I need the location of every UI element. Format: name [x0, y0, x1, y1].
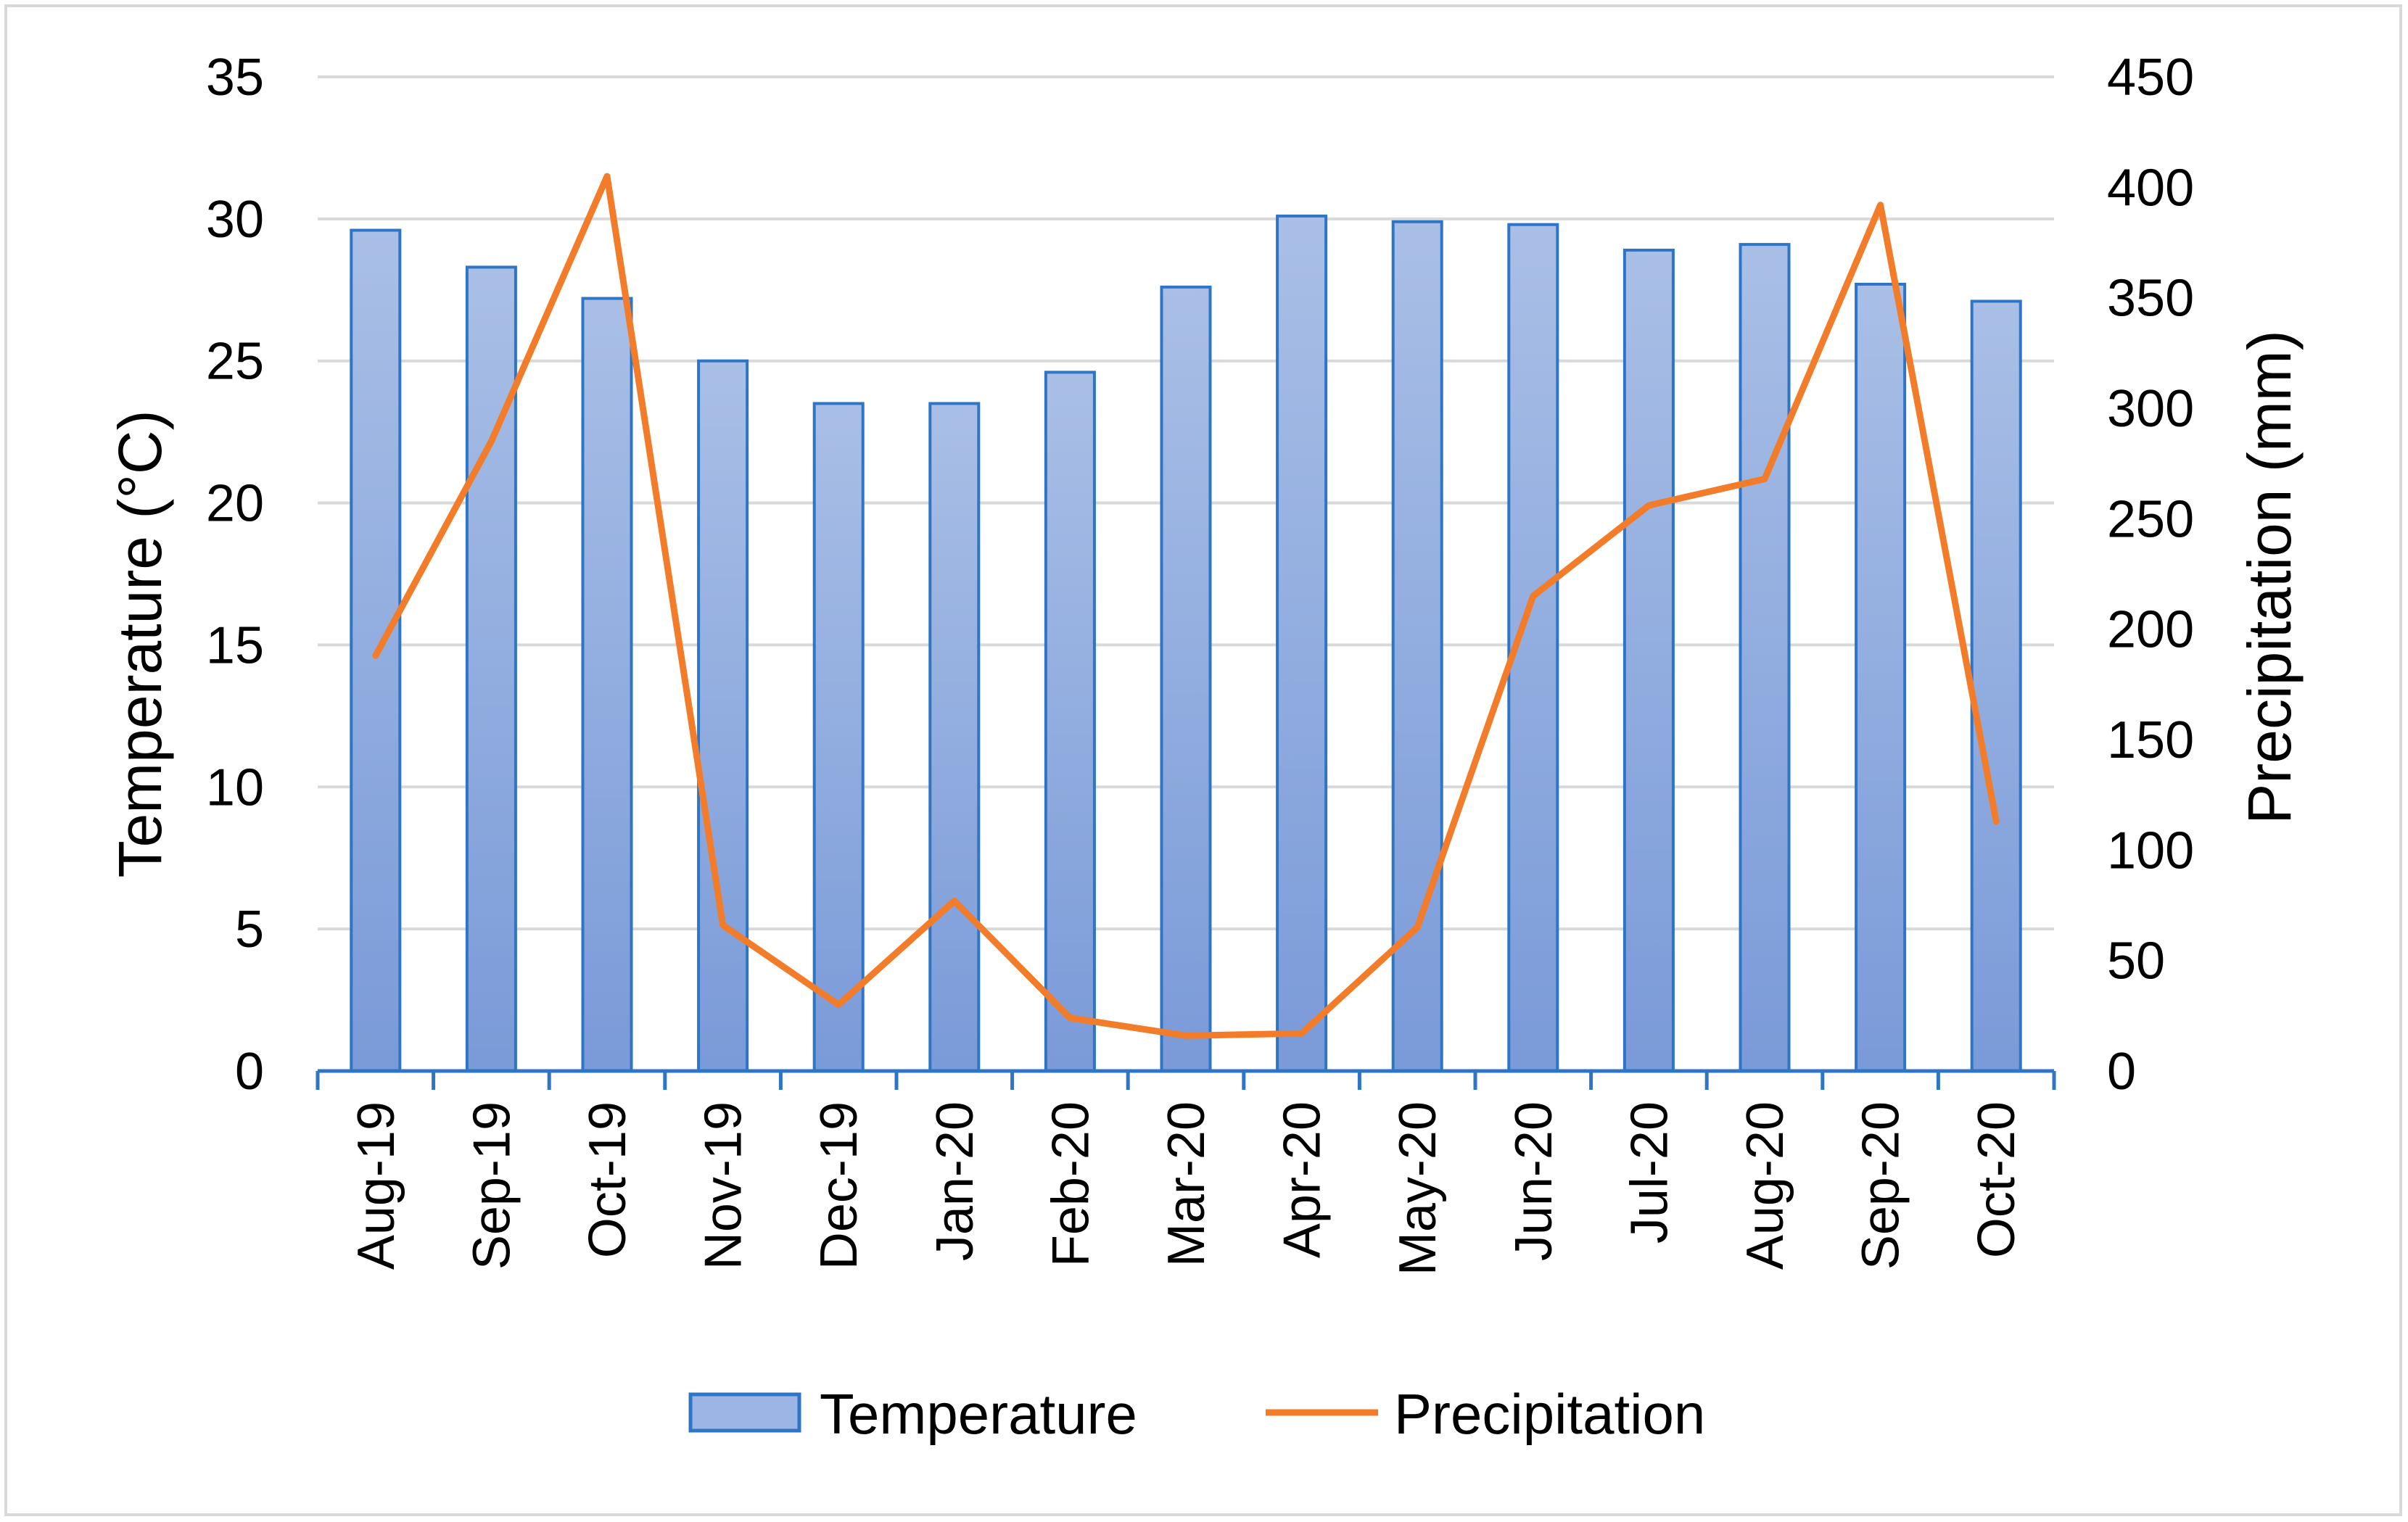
x-tick-label: Oct-19: [579, 1101, 637, 1258]
y-tick-label: 20: [206, 475, 264, 533]
y-tick-label: 5: [235, 901, 264, 959]
legend-precipitation-label: Precipitation: [1394, 1382, 1705, 1446]
right-axis-title: Precipitation (mm): [2235, 330, 2304, 824]
y-tick-label: 30: [206, 191, 264, 249]
x-tick-label: Jun-20: [1505, 1101, 1563, 1261]
left-axis-title: Temperature (°C): [106, 410, 174, 877]
x-tick-label: Sep-19: [463, 1101, 521, 1270]
legend: Temperature Precipitation: [688, 1382, 1705, 1446]
legend-temperature-swatch: [688, 1392, 801, 1433]
x-tick-label: May-20: [1389, 1101, 1447, 1275]
x-tick-label: Apr-20: [1274, 1101, 1332, 1258]
temperature-bars: [350, 214, 2022, 1073]
y2-tick-label: 100: [2107, 822, 2194, 880]
bar-temperature-Nov-19: [697, 359, 749, 1072]
right-axis-ticks: 0 50 100 150 200 250 300 350 400 450: [2107, 49, 2194, 1101]
y-tick-label: 10: [206, 758, 264, 816]
y2-tick-label: 350: [2107, 270, 2194, 328]
legend-temperature-label: Temperature: [820, 1382, 1137, 1446]
y2-tick-label: 150: [2107, 711, 2194, 769]
x-tick-label: Nov-19: [695, 1101, 753, 1270]
y-tick-label: 15: [206, 616, 264, 674]
x-tick-label: Mar-20: [1158, 1101, 1216, 1267]
y-tick-label: 25: [206, 333, 264, 391]
bar-temperature-Jan-20: [928, 402, 981, 1072]
x-axis: Aug-19 Sep-19 Oct-19 Nov-19 Dec-19 Jan-20 Feb-…: [316, 1069, 2056, 1275]
left-axis-ticks: 0 5 10 15 20 25 30 35: [206, 49, 264, 1101]
y-tick-label: 35: [206, 49, 264, 107]
y2-tick-label: 300: [2107, 380, 2194, 438]
y2-tick-label: 50: [2107, 932, 2165, 990]
x-tick-label: Jul-20: [1620, 1101, 1678, 1244]
x-tick-label: Sep-20: [1852, 1101, 1910, 1270]
y-tick-label: 0: [235, 1043, 264, 1101]
x-tick-label: Oct-20: [1968, 1101, 2026, 1258]
bar-temperature-Feb-20: [1044, 371, 1096, 1072]
bar-temperature-Apr-20: [1276, 214, 1328, 1073]
precipitation-line-group: [372, 173, 2000, 1039]
y2-tick-label: 450: [2107, 49, 2194, 107]
bar-temperature-Mar-20: [1160, 285, 1212, 1073]
y2-tick-label: 0: [2107, 1043, 2136, 1101]
x-tick-label: Jan-20: [926, 1101, 984, 1261]
bar-temperature-Sep-19: [465, 265, 517, 1072]
x-tick-label: Aug-19: [347, 1101, 405, 1270]
x-tick-label: Aug-20: [1736, 1101, 1794, 1270]
bar-temperature-Aug-20: [1739, 243, 1791, 1072]
y2-tick-label: 200: [2107, 601, 2194, 659]
bar-temperature-Oct-19: [581, 297, 633, 1073]
bar-temperature-Dec-19: [812, 402, 865, 1072]
bar-temperature-Sep-20: [1855, 282, 1907, 1072]
bar-temperature-Oct-20: [1970, 299, 2022, 1072]
x-tick-label: Feb-20: [1042, 1101, 1100, 1267]
y2-tick-label: 250: [2107, 490, 2194, 548]
y2-tick-label: 400: [2107, 159, 2194, 217]
x-tick-label: Dec-19: [810, 1101, 868, 1270]
bar-temperature-Jul-20: [1622, 248, 1675, 1073]
